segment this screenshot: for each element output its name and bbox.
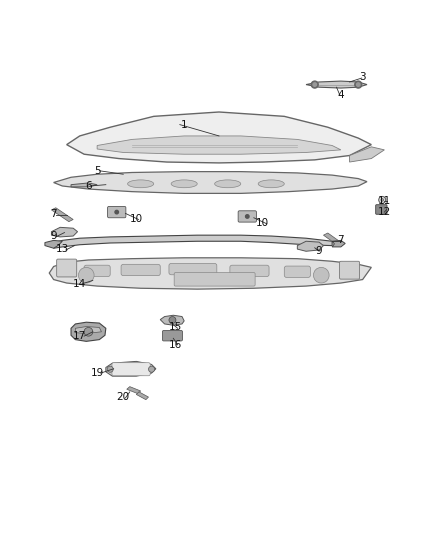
Circle shape	[78, 268, 94, 283]
Text: 7: 7	[50, 209, 57, 219]
Circle shape	[313, 83, 317, 86]
Text: 17: 17	[73, 331, 86, 341]
Polygon shape	[350, 147, 385, 162]
FancyBboxPatch shape	[121, 264, 160, 276]
FancyBboxPatch shape	[108, 206, 126, 218]
Circle shape	[355, 81, 362, 88]
Polygon shape	[97, 136, 341, 154]
Text: 7: 7	[338, 236, 344, 245]
Polygon shape	[67, 112, 371, 163]
Ellipse shape	[215, 180, 241, 188]
Text: 12: 12	[378, 207, 391, 217]
Polygon shape	[75, 327, 102, 334]
FancyBboxPatch shape	[112, 362, 150, 376]
Ellipse shape	[258, 180, 284, 188]
Circle shape	[169, 317, 176, 324]
Text: 10: 10	[256, 218, 269, 228]
Polygon shape	[53, 172, 367, 193]
Circle shape	[246, 215, 249, 218]
Polygon shape	[71, 183, 97, 187]
Text: 6: 6	[85, 181, 92, 191]
Polygon shape	[51, 228, 78, 237]
Ellipse shape	[171, 180, 197, 188]
FancyBboxPatch shape	[169, 263, 217, 275]
Circle shape	[84, 327, 93, 336]
Polygon shape	[53, 235, 332, 248]
Polygon shape	[297, 241, 323, 251]
Circle shape	[314, 268, 329, 283]
Text: 10: 10	[130, 214, 143, 224]
FancyBboxPatch shape	[174, 272, 255, 286]
FancyBboxPatch shape	[162, 330, 183, 341]
Text: 9: 9	[50, 231, 57, 241]
Text: 20: 20	[117, 392, 130, 402]
Text: 13: 13	[56, 244, 69, 254]
Text: 5: 5	[94, 166, 100, 176]
Circle shape	[115, 211, 118, 214]
Text: 14: 14	[73, 279, 86, 289]
Text: 16: 16	[169, 340, 182, 350]
Circle shape	[381, 199, 384, 201]
Circle shape	[379, 197, 386, 204]
Text: 11: 11	[378, 196, 391, 206]
Ellipse shape	[127, 180, 154, 188]
Polygon shape	[45, 240, 62, 248]
Text: 1: 1	[181, 120, 187, 130]
Polygon shape	[306, 81, 367, 88]
Polygon shape	[332, 240, 345, 247]
Polygon shape	[127, 386, 141, 393]
Polygon shape	[136, 392, 148, 400]
Polygon shape	[323, 233, 343, 246]
Text: 15: 15	[169, 322, 182, 333]
Text: 3: 3	[359, 72, 366, 82]
Text: 19: 19	[91, 368, 104, 378]
Polygon shape	[71, 322, 106, 341]
Text: 9: 9	[316, 246, 322, 256]
Circle shape	[107, 366, 113, 372]
FancyBboxPatch shape	[57, 259, 77, 277]
Polygon shape	[160, 315, 184, 325]
FancyBboxPatch shape	[84, 265, 110, 277]
Polygon shape	[106, 361, 156, 376]
Circle shape	[311, 81, 318, 88]
FancyBboxPatch shape	[376, 205, 387, 214]
Polygon shape	[49, 258, 371, 289]
FancyBboxPatch shape	[284, 266, 311, 277]
FancyBboxPatch shape	[238, 211, 256, 222]
Circle shape	[148, 366, 155, 372]
Polygon shape	[51, 208, 73, 222]
Circle shape	[357, 83, 360, 86]
Text: 4: 4	[338, 90, 344, 100]
FancyBboxPatch shape	[230, 265, 269, 277]
FancyBboxPatch shape	[339, 261, 360, 279]
